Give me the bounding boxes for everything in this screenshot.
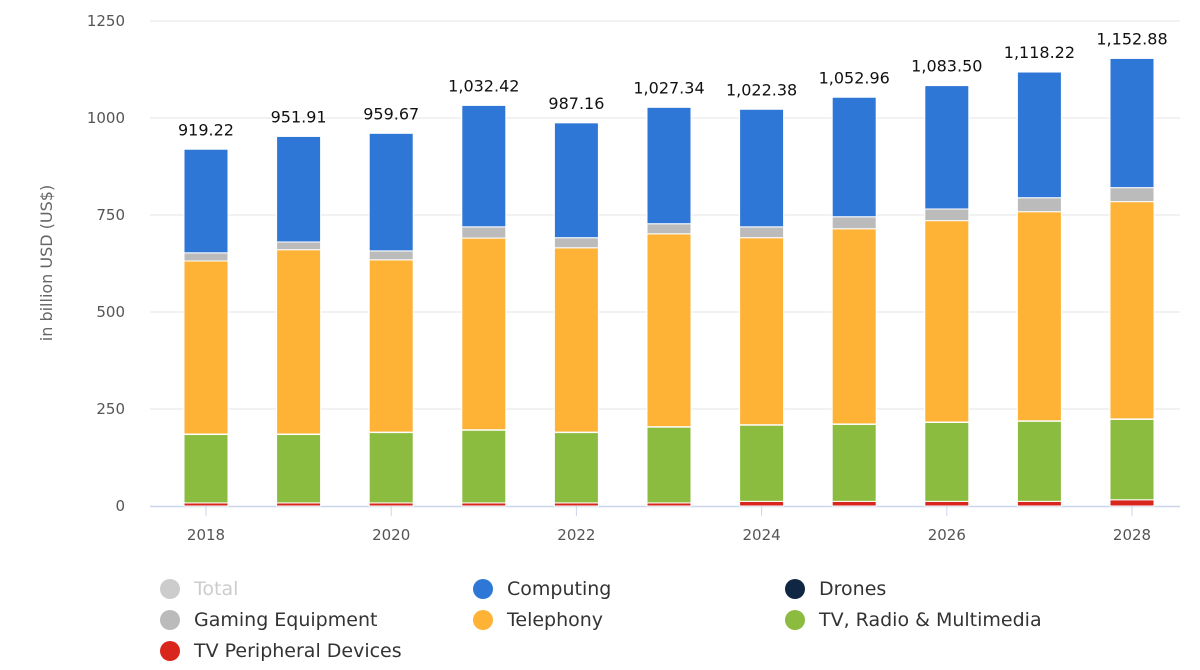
legend-label: Telephony — [507, 609, 604, 631]
legend-label: TV, Radio & Multimedia — [819, 609, 1042, 631]
bar-segment-computing[interactable] — [1109, 57, 1155, 189]
bar-segment-tv-radio-multimedia[interactable] — [1016, 420, 1062, 502]
bar-segment-tv-radio-multimedia[interactable] — [368, 431, 414, 504]
data-label-total: 1,152.88 — [1096, 30, 1167, 49]
bar-segment-tv-radio-multimedia[interactable] — [461, 429, 507, 504]
y-tick-label: 1250 — [87, 12, 125, 30]
bar-segment-telephony[interactable] — [924, 220, 970, 423]
bar-segment-computing[interactable] — [276, 135, 322, 243]
x-tick-label: 2028 — [1113, 526, 1151, 544]
bar-segment-telephony[interactable] — [461, 237, 507, 431]
bar-segment-tv-radio-multimedia[interactable] — [183, 433, 229, 504]
legend-item-tv-peripheral-devices[interactable]: TV Peripheral Devices — [160, 640, 402, 662]
data-label-total: 1,022.38 — [726, 80, 797, 99]
bar-segment-tv-peripheral-devices[interactable] — [831, 500, 877, 507]
bar-segment-telephony[interactable] — [276, 249, 322, 435]
data-label-total: 1,083.50 — [911, 57, 982, 76]
bar-segment-tv-peripheral-devices[interactable] — [739, 500, 785, 507]
bar-segment-computing[interactable] — [646, 106, 692, 225]
legend-item-drones[interactable]: Drones — [785, 578, 886, 600]
bar-segment-gaming-equipment[interactable] — [368, 250, 414, 261]
bar-segment-gaming-equipment[interactable] — [183, 252, 229, 262]
legend-item-total[interactable]: Total — [160, 578, 238, 600]
bar-segment-gaming-equipment[interactable] — [924, 208, 970, 222]
x-tick-label: 2022 — [557, 526, 595, 544]
bar-segment-computing[interactable] — [924, 85, 970, 210]
legend-marker-icon — [473, 579, 493, 599]
bar-segment-tv-radio-multimedia[interactable] — [831, 423, 877, 502]
bar-segment-gaming-equipment[interactable] — [1109, 187, 1155, 203]
bar-segment-telephony[interactable] — [1016, 211, 1062, 422]
bar-segment-computing[interactable] — [553, 122, 599, 239]
data-label-total: 959.67 — [363, 105, 419, 124]
y-tick-label: 250 — [96, 400, 125, 418]
bar-segment-tv-peripheral-devices[interactable] — [924, 500, 970, 507]
legend-label: TV Peripheral Devices — [194, 640, 402, 662]
y-tick-label: 0 — [115, 497, 125, 515]
bar-segment-computing[interactable] — [461, 104, 507, 228]
legend-label: Gaming Equipment — [194, 609, 378, 631]
data-label-total: 1,032.42 — [448, 76, 519, 95]
bar-segment-telephony[interactable] — [739, 237, 785, 426]
bar-segment-tv-radio-multimedia[interactable] — [276, 433, 322, 504]
legend-item-tv-radio-multimedia[interactable]: TV, Radio & Multimedia — [785, 609, 1042, 631]
bar-segment-computing[interactable] — [183, 148, 229, 254]
bar-segment-computing[interactable] — [1016, 71, 1062, 199]
legend-marker-icon — [160, 579, 180, 599]
bar-segment-telephony[interactable] — [646, 233, 692, 428]
legend-marker-icon — [785, 610, 805, 630]
data-label-total: 1,118.22 — [1004, 43, 1075, 62]
legend-label: Drones — [819, 578, 887, 600]
x-tick-label: 2026 — [928, 526, 966, 544]
legend-item-computing[interactable]: Computing — [473, 578, 611, 600]
bar-segment-tv-peripheral-devices[interactable] — [1016, 500, 1062, 507]
bar-segment-telephony[interactable] — [553, 247, 599, 433]
legend-label: Total — [194, 578, 239, 600]
bar-segment-tv-radio-multimedia[interactable] — [553, 431, 599, 504]
bar-segment-gaming-equipment[interactable] — [646, 223, 692, 235]
bar-segment-computing[interactable] — [739, 108, 785, 228]
y-tick-label: 500 — [96, 303, 125, 321]
bar-segment-tv-radio-multimedia[interactable] — [1109, 418, 1155, 501]
bar-segment-gaming-equipment[interactable] — [553, 237, 599, 249]
x-tick-label: 2018 — [187, 526, 225, 544]
bar-segment-gaming-equipment[interactable] — [739, 226, 785, 239]
legend-marker-icon — [785, 579, 805, 599]
bar-segment-computing[interactable] — [831, 96, 877, 218]
bar-segment-gaming-equipment[interactable] — [276, 241, 322, 251]
legend-item-telephony[interactable]: Telephony — [473, 609, 603, 631]
data-label-total: 987.16 — [548, 94, 604, 113]
x-tick-label: 2024 — [743, 526, 781, 544]
bar-segment-computing[interactable] — [368, 132, 414, 252]
bar-segment-gaming-equipment[interactable] — [461, 226, 507, 239]
bar-segment-tv-radio-multimedia[interactable] — [924, 421, 970, 502]
bar-segment-tv-radio-multimedia[interactable] — [646, 426, 692, 504]
legend-marker-icon — [160, 610, 180, 630]
bar-segment-gaming-equipment[interactable] — [831, 216, 877, 230]
y-axis-label: in billion USD (US$) — [37, 185, 56, 341]
bar-segment-telephony[interactable] — [183, 260, 229, 435]
x-tick-label: 2020 — [372, 526, 410, 544]
legend-marker-icon — [160, 641, 180, 661]
data-label-total: 1,052.96 — [819, 68, 890, 87]
bar-segment-telephony[interactable] — [1109, 201, 1155, 420]
bar-segment-tv-peripheral-devices[interactable] — [1109, 499, 1155, 507]
legend-item-gaming-equipment[interactable]: Gaming Equipment — [160, 609, 377, 631]
data-label-total: 951.91 — [271, 108, 327, 127]
bar-segment-gaming-equipment[interactable] — [1016, 197, 1062, 213]
data-label-total: 1,027.34 — [633, 78, 704, 97]
bar-segment-telephony[interactable] — [368, 259, 414, 433]
bar-segment-tv-radio-multimedia[interactable] — [739, 424, 785, 502]
legend-marker-icon — [473, 610, 493, 630]
bar-segment-telephony[interactable] — [831, 228, 877, 425]
legend-label: Computing — [507, 578, 612, 600]
y-tick-label: 750 — [96, 206, 125, 224]
data-label-total: 919.22 — [178, 120, 234, 139]
y-tick-label: 1000 — [87, 109, 125, 127]
